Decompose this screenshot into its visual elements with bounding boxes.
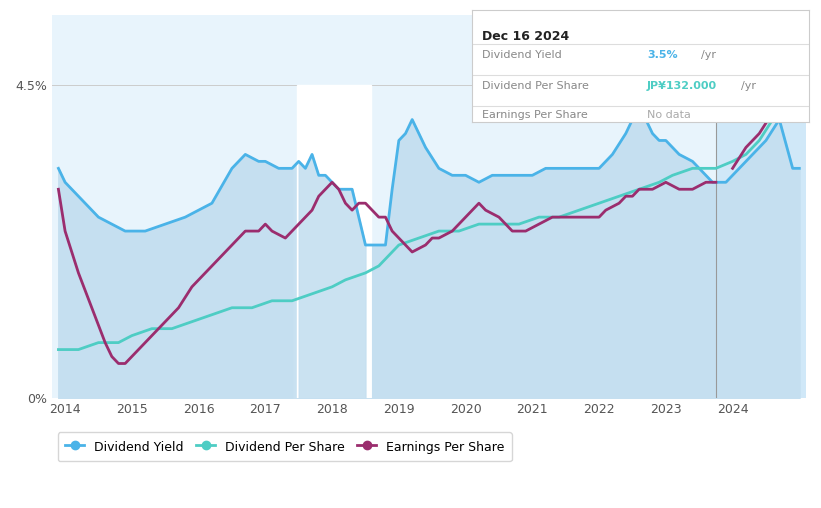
Text: Dec 16 2024: Dec 16 2024 bbox=[482, 30, 570, 43]
Text: Dividend Per Share: Dividend Per Share bbox=[482, 81, 589, 91]
Bar bbox=[716, 15, 806, 398]
Text: Past: Past bbox=[719, 53, 742, 63]
Polygon shape bbox=[297, 85, 371, 398]
Text: No data: No data bbox=[647, 110, 691, 120]
Text: /yr: /yr bbox=[701, 50, 716, 60]
Text: /yr: /yr bbox=[741, 81, 756, 91]
Text: 3.5%: 3.5% bbox=[647, 50, 678, 60]
Text: JP¥132.000: JP¥132.000 bbox=[647, 81, 718, 91]
Legend: Dividend Yield, Dividend Per Share, Earnings Per Share: Dividend Yield, Dividend Per Share, Earn… bbox=[58, 432, 511, 461]
Text: Dividend Yield: Dividend Yield bbox=[482, 50, 562, 60]
Text: Earnings Per Share: Earnings Per Share bbox=[482, 110, 588, 120]
